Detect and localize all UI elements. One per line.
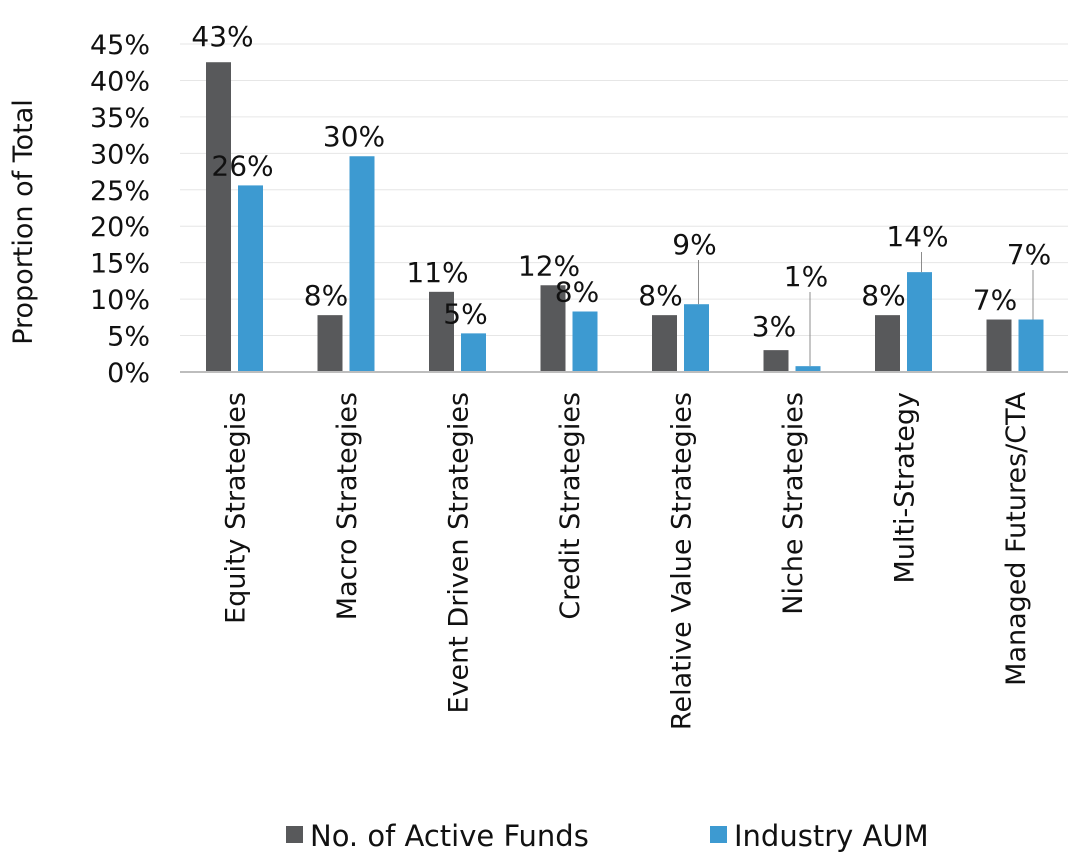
bar-active-funds — [763, 350, 789, 372]
legend-label: Industry AUM — [734, 819, 929, 853]
y-tick-label: 20% — [90, 212, 150, 243]
data-label: 14% — [886, 220, 948, 253]
data-label: 3% — [752, 310, 796, 343]
bar-active-funds — [540, 285, 566, 372]
data-label: 9% — [672, 228, 716, 261]
bar-active-funds — [429, 291, 454, 372]
y-axis-title: Proportion of Total — [8, 99, 39, 345]
bar-active-funds — [986, 319, 1012, 372]
data-label: 8% — [304, 279, 348, 312]
category-label: Niche Strategies — [778, 392, 809, 615]
y-tick-label: 45% — [90, 30, 150, 61]
category-label: Macro Strategies — [332, 392, 363, 620]
bar-industry-aum — [907, 272, 932, 372]
category-label: Multi-Strategy — [890, 392, 921, 583]
data-label: 11% — [406, 256, 468, 289]
bar-industry-aum — [461, 333, 486, 372]
bar-active-funds — [206, 62, 231, 372]
category-label: Relative Value Strategies — [667, 392, 698, 730]
y-tick-label: 25% — [90, 176, 150, 207]
bar-industry-aum — [684, 304, 709, 372]
category-label: Credit Strategies — [555, 392, 586, 620]
data-label: 26% — [211, 149, 273, 182]
category-label: Equity Strategies — [221, 392, 252, 624]
legend-swatch — [286, 826, 303, 843]
y-tick-label: 15% — [90, 249, 150, 280]
data-label: 5% — [443, 297, 487, 330]
bar-active-funds — [652, 315, 677, 372]
bar-active-funds — [317, 315, 343, 372]
y-tick-label: 35% — [90, 103, 150, 134]
bar-industry-aum — [349, 156, 375, 372]
data-label: 8% — [638, 279, 682, 312]
data-label: 7% — [973, 284, 1017, 317]
category-label: Managed Futures/CTA — [1001, 391, 1032, 685]
bar-industry-aum — [572, 311, 598, 372]
y-tick-label: 0% — [107, 358, 150, 389]
bar-industry-aum — [1018, 319, 1044, 372]
category-label: Event Driven Strategies — [444, 392, 475, 714]
legend-swatch — [710, 826, 727, 843]
legend-label: No. of Active Funds — [310, 819, 589, 853]
bar-industry-aum — [795, 366, 821, 372]
y-tick-label: 30% — [90, 139, 150, 170]
data-label: 43% — [191, 20, 253, 53]
data-label: 30% — [323, 120, 385, 153]
y-tick-label: 40% — [90, 66, 150, 97]
data-label: 8% — [861, 279, 905, 312]
y-tick-label: 5% — [107, 322, 150, 353]
bar-industry-aum — [238, 185, 263, 372]
data-label: 1% — [784, 260, 828, 293]
data-label: 12% — [518, 249, 580, 282]
data-label: 8% — [555, 276, 599, 309]
bar-active-funds — [875, 315, 900, 372]
y-tick-label: 10% — [90, 285, 150, 316]
data-label: 7% — [1007, 238, 1051, 271]
